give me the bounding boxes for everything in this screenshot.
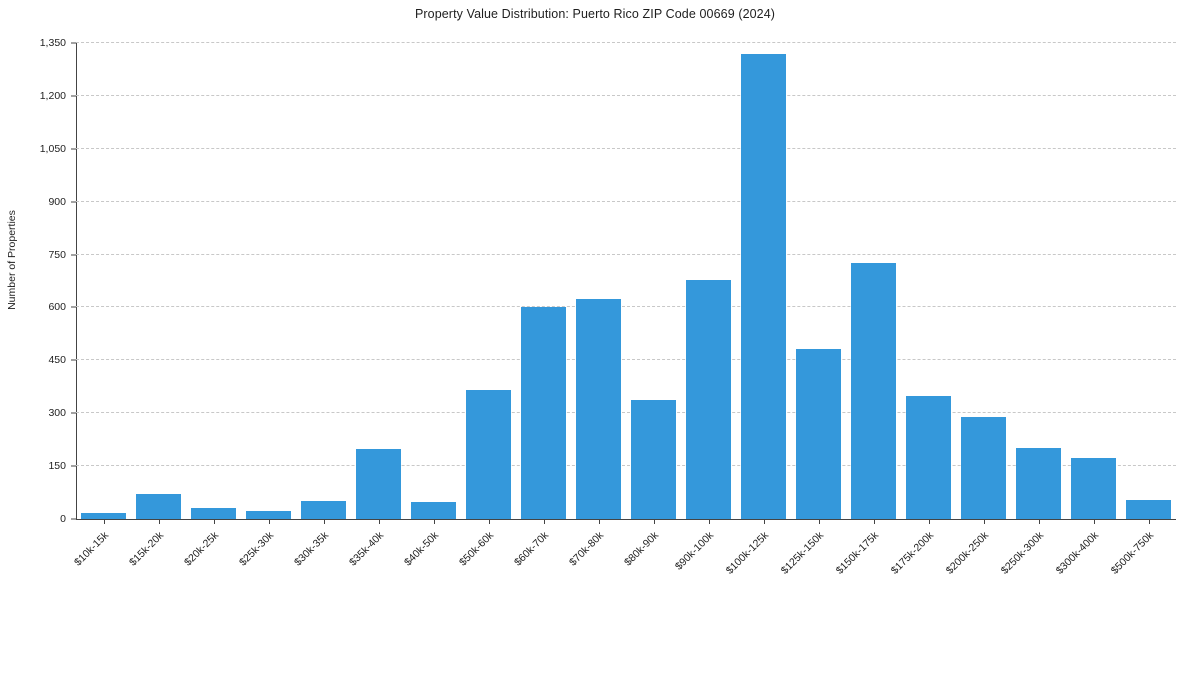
bar — [355, 449, 402, 519]
bar — [960, 416, 1007, 519]
x-tick-mark — [433, 519, 435, 524]
x-tick-mark — [983, 519, 985, 524]
bar — [795, 349, 842, 519]
x-tick-mark — [873, 519, 875, 524]
gridline — [76, 200, 1176, 202]
y-tick-label: 750 — [48, 248, 66, 261]
y-tick-mark — [71, 42, 76, 44]
y-tick-label: 0 — [60, 513, 66, 525]
bar — [190, 508, 237, 519]
bar — [245, 511, 292, 519]
y-tick-mark — [71, 359, 76, 361]
bar — [685, 279, 732, 519]
x-tick-mark — [653, 519, 655, 524]
x-tick-mark — [1038, 519, 1040, 524]
chart-figure: Property Value Distribution: Puerto Rico… — [0, 0, 1176, 590]
y-tick-label: 600 — [48, 301, 66, 314]
x-tick-mark — [1148, 519, 1150, 524]
y-tick-label: 150 — [48, 460, 66, 473]
x-tick-mark — [268, 519, 270, 524]
y-tick-label: 1,050 — [39, 142, 66, 155]
gridline — [76, 42, 1176, 43]
y-tick-mark — [71, 518, 76, 520]
x-tick-mark — [543, 519, 545, 524]
x-tick-mark — [323, 519, 325, 524]
gridline — [76, 465, 1176, 467]
x-tick-mark — [378, 519, 380, 524]
bar — [850, 263, 897, 519]
chart-title: Property Value Distribution: Puerto Rico… — [414, 7, 776, 21]
gridline — [76, 412, 1176, 414]
y-axis-ticks: 0 150 300 450 600 750 900 1,050 1,200 1,350 — [0, 0, 76, 590]
gridline — [76, 253, 1176, 255]
x-tick-mark — [598, 519, 600, 524]
x-tick-mark — [818, 519, 820, 524]
gridline — [76, 306, 1176, 308]
y-tick-mark — [71, 306, 76, 308]
x-tick-mark — [488, 519, 490, 524]
bar — [520, 307, 567, 519]
bar — [740, 53, 787, 519]
bar — [1015, 448, 1062, 519]
x-axis-spine — [76, 519, 1176, 520]
bar — [80, 513, 127, 519]
bar — [905, 395, 952, 519]
y-tick-label: 300 — [48, 407, 66, 420]
y-tick-mark — [71, 254, 76, 256]
x-tick-mark — [1093, 519, 1095, 524]
gridline — [76, 94, 1176, 96]
bar — [410, 501, 457, 519]
y-tick-mark — [71, 201, 76, 203]
y-tick-label: 1,200 — [39, 89, 66, 102]
y-tick-label: 450 — [48, 354, 66, 367]
x-tick-mark — [928, 519, 930, 524]
bar — [465, 390, 512, 519]
y-axis-spine — [76, 43, 77, 519]
x-tick-mark — [708, 519, 710, 524]
bar — [135, 494, 182, 519]
x-tick-mark — [213, 519, 215, 524]
x-axis-ticks: $10k-15k $15k-20k $20k-25k $25k-30k $30k-35k… — [72, 519, 1176, 590]
y-tick-mark — [71, 465, 76, 467]
x-tick-mark — [763, 519, 765, 524]
x-tick-mark — [103, 519, 105, 524]
x-tick-mark — [158, 519, 160, 524]
y-tick-mark — [71, 95, 76, 97]
y-tick-mark — [71, 148, 76, 150]
gridline — [76, 359, 1176, 361]
bar — [300, 500, 347, 519]
bar — [1125, 500, 1172, 519]
y-tick-label: 900 — [48, 195, 66, 208]
bar-series — [76, 43, 1176, 519]
y-tick-mark — [71, 412, 76, 414]
plot-area — [76, 42, 1176, 519]
bar — [575, 298, 622, 519]
y-tick-label: 1,350 — [39, 37, 66, 49]
bar — [1070, 458, 1117, 519]
bar — [630, 399, 677, 519]
gridline — [76, 147, 1176, 149]
